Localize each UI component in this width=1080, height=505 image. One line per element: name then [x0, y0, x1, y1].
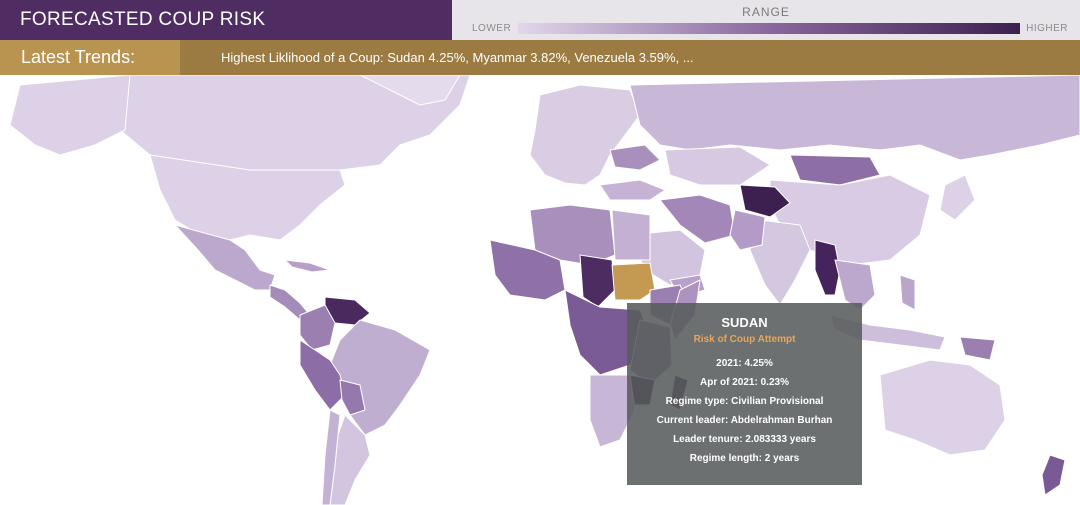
page-title: FORECASTED COUP RISK: [20, 9, 266, 30]
country-japan[interactable]: [939, 174, 976, 221]
country-tooltip: SUDAN Risk of Coup Attempt 2021: 4.25% A…: [627, 303, 862, 485]
tooltip-row-current-leader: Current leader: Abdelrahman Burhan: [656, 415, 833, 426]
country-cuba[interactable]: [284, 259, 331, 273]
country-pakistan[interactable]: [729, 209, 766, 251]
latest-trends-label: Latest Trends:: [0, 40, 180, 75]
range-gradient-bar: [518, 23, 1020, 34]
country-chile[interactable]: [321, 409, 341, 505]
country-philippines[interactable]: [899, 274, 916, 311]
tooltip-country-name: SUDAN: [721, 315, 768, 330]
tooltip-row-regime-length: Regime length: 2 years: [689, 453, 800, 464]
country-russia[interactable]: [629, 75, 1080, 161]
country-sudan[interactable]: [611, 262, 656, 301]
country-india[interactable]: [749, 219, 811, 306]
tooltip-row-year-risk: 2021: 4.25%: [716, 358, 773, 369]
country-greenland[interactable]: [359, 75, 461, 106]
country-west-africa[interactable]: [489, 239, 566, 301]
world-map[interactable]: [0, 75, 1080, 505]
country-usa[interactable]: [149, 154, 346, 241]
world-map-svg[interactable]: [0, 75, 1080, 505]
tooltip-row-regime-type: Regime type: Civilian Provisional: [665, 396, 824, 407]
country-alaska[interactable]: [9, 75, 131, 156]
country-colombia[interactable]: [299, 304, 336, 351]
country-myanmar[interactable]: [814, 239, 841, 296]
country-australia[interactable]: [879, 359, 1006, 456]
title-bar: FORECASTED COUP RISK: [0, 0, 452, 40]
range-higher-label: HIGHER: [1026, 23, 1068, 34]
country-peru[interactable]: [299, 339, 346, 411]
range-title: RANGE: [742, 5, 790, 19]
range-lower-label: LOWER: [472, 23, 512, 34]
range-legend: RANGE LOWER HIGHER: [452, 0, 1080, 40]
country-papua-new-guinea[interactable]: [959, 336, 996, 361]
latest-trends-bar: Latest Trends: Highest Liklihood of a Co…: [0, 40, 1080, 75]
tooltip-row-leader-tenure: Leader tenure: 2.083333 years: [673, 434, 816, 445]
country-europe[interactable]: [529, 84, 641, 186]
country-turkey[interactable]: [599, 179, 666, 201]
country-chad[interactable]: [579, 254, 616, 308]
country-bolivia[interactable]: [339, 379, 366, 416]
tooltip-subtitle: Risk of Coup Attempt: [693, 334, 796, 345]
country-southeast-asia[interactable]: [834, 259, 876, 311]
latest-trends-ticker[interactable]: Highest Liklihood of a Coup: Sudan 4.25%…: [221, 50, 694, 65]
country-new-zealand[interactable]: [1041, 454, 1066, 496]
country-mongolia[interactable]: [789, 154, 881, 186]
country-afghanistan[interactable]: [739, 184, 791, 218]
tooltip-row-month-risk: Apr of 2021: 0.23%: [700, 377, 789, 388]
country-ukraine[interactable]: [609, 144, 661, 171]
country-egypt[interactable]: [611, 209, 651, 261]
